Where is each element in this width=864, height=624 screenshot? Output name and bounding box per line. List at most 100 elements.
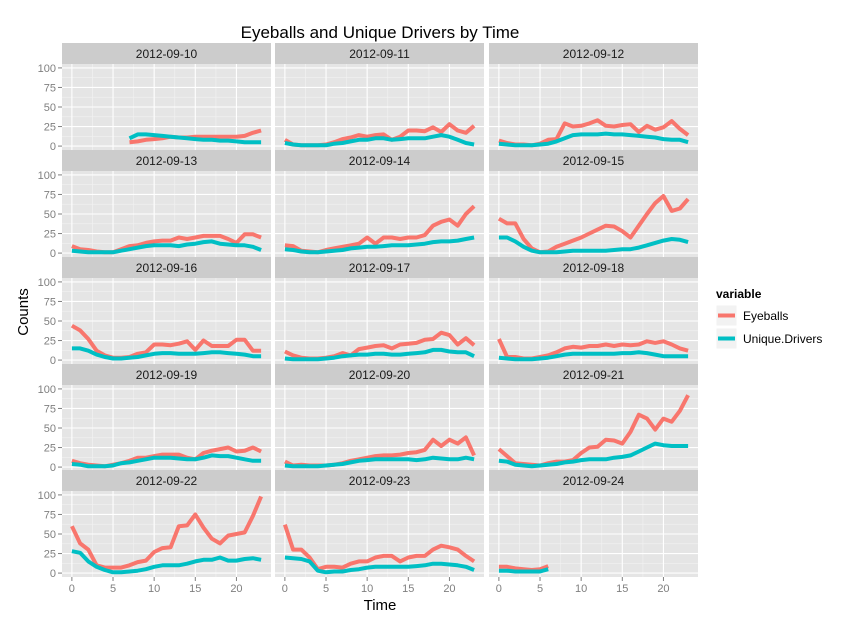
y-tick-label: 0 bbox=[50, 248, 56, 260]
series-line-unique-drivers bbox=[284, 347, 475, 362]
facet-panel: 2012-09-22 0 25 50 75 100 0 5 10 15 20 bbox=[38, 470, 271, 595]
x-tick-label: 5 bbox=[323, 583, 329, 595]
y-tick-label: 25 bbox=[44, 443, 56, 455]
x-tick-label: 10 bbox=[361, 583, 373, 595]
facet-strip-label: 2012-09-10 bbox=[136, 47, 198, 61]
y-tick-label: 25 bbox=[44, 336, 56, 348]
x-tick-label: 20 bbox=[230, 583, 242, 595]
y-tick-label: 0 bbox=[50, 355, 56, 367]
y-tick-label: 50 bbox=[44, 102, 56, 114]
x-tick-label: 20 bbox=[443, 583, 455, 595]
x-tick-label: 0 bbox=[496, 583, 502, 595]
series-line-unique-drivers bbox=[284, 235, 475, 255]
x-tick-label: 5 bbox=[110, 583, 116, 595]
y-tick-label: 75 bbox=[44, 403, 56, 415]
legend-entry-label: Unique.Drivers bbox=[743, 332, 822, 346]
series-line-unique-drivers bbox=[498, 567, 549, 574]
facet-panel: 2012-09-21 bbox=[489, 364, 698, 471]
facet-strip-label: 2012-09-15 bbox=[563, 154, 625, 168]
legend-title: variable bbox=[716, 287, 762, 301]
facet-strip bbox=[489, 470, 698, 491]
series-line-unique-drivers bbox=[71, 346, 262, 361]
facet-panel: 2012-09-18 bbox=[489, 257, 698, 364]
series-line-unique-drivers bbox=[71, 453, 262, 469]
y-tick-label: 100 bbox=[38, 63, 56, 75]
series-line-unique-drivers bbox=[284, 555, 475, 575]
facet-panel: 2012-09-12 bbox=[489, 43, 698, 150]
y-tick-label: 0 bbox=[50, 462, 56, 474]
y-tick-label: 0 bbox=[50, 141, 56, 153]
y-tick-label: 75 bbox=[44, 296, 56, 308]
facet-strip bbox=[275, 257, 484, 278]
legend-entry: Eyeballs bbox=[715, 304, 788, 327]
facet-strip-label: 2012-09-17 bbox=[349, 261, 411, 275]
y-tick-label: 50 bbox=[44, 529, 56, 541]
legend: variable Eyeballs Unique.Drivers bbox=[715, 287, 822, 350]
series-line-eyeballs bbox=[70, 495, 263, 570]
x-tick-label: 15 bbox=[616, 583, 628, 595]
series-line-eyeballs bbox=[498, 564, 549, 572]
y-tick-label: 50 bbox=[44, 209, 56, 221]
facet-strip-label: 2012-09-14 bbox=[349, 154, 411, 168]
x-tick-label: 10 bbox=[148, 583, 160, 595]
facet-strip-label: 2012-09-24 bbox=[563, 474, 625, 488]
y-tick-label: 100 bbox=[38, 384, 56, 396]
series-line-unique-drivers bbox=[498, 131, 689, 148]
y-tick-label: 75 bbox=[44, 509, 56, 521]
facet-strip-label: 2012-09-13 bbox=[136, 154, 198, 168]
y-tick-label: 50 bbox=[44, 423, 56, 435]
legend-entry-label: Eyeballs bbox=[743, 309, 788, 323]
facet-strip bbox=[62, 257, 271, 278]
y-tick-label: 75 bbox=[44, 189, 56, 201]
facet-strip-label: 2012-09-19 bbox=[136, 368, 198, 382]
series-line-unique-drivers bbox=[498, 350, 689, 362]
y-tick-label: 0 bbox=[50, 568, 56, 580]
series-line-unique-drivers bbox=[71, 239, 262, 255]
facet-panel: 2012-09-15 bbox=[489, 150, 698, 257]
facet-strip-label: 2012-09-20 bbox=[349, 368, 411, 382]
facet-strip bbox=[62, 364, 271, 385]
y-tick-label: 100 bbox=[38, 277, 56, 289]
x-tick-label: 0 bbox=[282, 583, 288, 595]
y-tick-label: 100 bbox=[38, 490, 56, 502]
facet-strip bbox=[275, 43, 484, 64]
facet-strip-label: 2012-09-12 bbox=[563, 47, 625, 61]
facet-strip bbox=[489, 43, 698, 64]
facet-panel: 2012-09-24 0 5 10 15 20 bbox=[489, 470, 698, 595]
facet-strip bbox=[489, 257, 698, 278]
series-line-unique-drivers bbox=[284, 133, 475, 148]
facet-strip bbox=[275, 470, 484, 491]
y-tick-label: 50 bbox=[44, 316, 56, 328]
series-line-unique-drivers bbox=[128, 132, 262, 145]
x-tick-label: 5 bbox=[537, 583, 543, 595]
y-tick-label: 25 bbox=[44, 229, 56, 241]
facet-panel: 2012-09-13 0 25 50 75 100 bbox=[38, 150, 271, 260]
facet-panel: 2012-09-17 bbox=[275, 257, 484, 364]
y-tick-label: 25 bbox=[44, 122, 56, 134]
y-tick-label: 75 bbox=[44, 82, 56, 94]
x-tick-label: 15 bbox=[189, 583, 201, 595]
y-axis-title: Counts bbox=[15, 288, 32, 336]
facet-strip bbox=[62, 150, 271, 171]
facet-strip-label: 2012-09-16 bbox=[136, 261, 198, 275]
x-tick-label: 20 bbox=[657, 583, 669, 595]
facet-panel: 2012-09-23 0 5 10 15 20 bbox=[275, 470, 484, 595]
facet-panel: 2012-09-20 bbox=[275, 364, 484, 471]
facet-strip bbox=[489, 364, 698, 385]
x-tick-label: 15 bbox=[402, 583, 414, 595]
facet-strip bbox=[62, 43, 271, 64]
facet-strip-label: 2012-09-21 bbox=[563, 368, 625, 382]
series-line-unique-drivers bbox=[498, 235, 689, 255]
facet-panel: 2012-09-10 0 25 50 75 100 bbox=[38, 43, 271, 153]
series-line-eyeballs bbox=[497, 194, 690, 255]
legend-entries: Eyeballs Unique.Drivers bbox=[715, 304, 822, 350]
chart-title: Eyeballs and Unique Drivers by Time bbox=[241, 23, 520, 42]
x-tick-label: 0 bbox=[69, 583, 75, 595]
facet-strip-label: 2012-09-11 bbox=[349, 47, 410, 61]
facet-panel: 2012-09-11 bbox=[275, 43, 484, 150]
series-line-unique-drivers bbox=[498, 441, 689, 469]
y-tick-label: 25 bbox=[44, 549, 56, 561]
